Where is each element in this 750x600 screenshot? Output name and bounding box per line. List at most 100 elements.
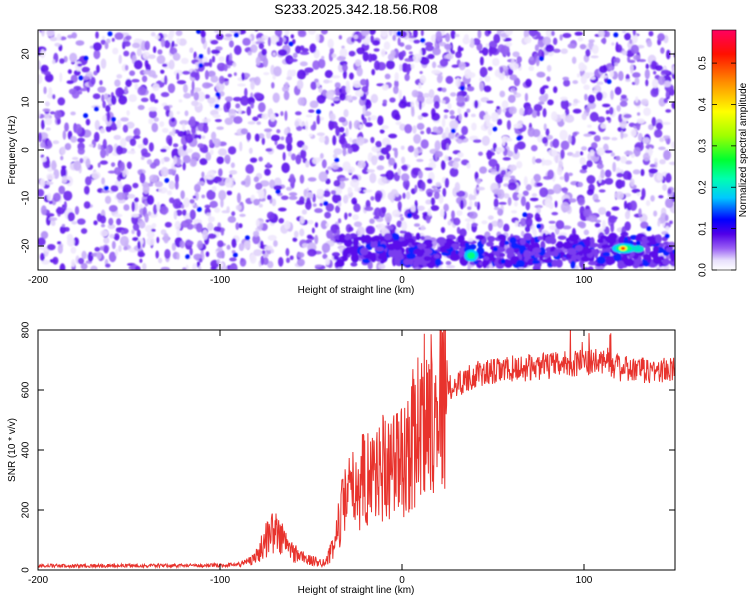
spectrogram-cell bbox=[419, 75, 427, 84]
spectrogram-cell bbox=[546, 134, 554, 140]
spectrogram-cell bbox=[113, 134, 122, 141]
spectrogram-cell bbox=[354, 90, 364, 97]
spectrogram-cell bbox=[281, 162, 290, 174]
spectrogram-cell bbox=[333, 255, 339, 260]
spectrogram-cell bbox=[259, 180, 270, 187]
spectrogram-cell bbox=[488, 168, 497, 172]
spectrogram-cell bbox=[108, 217, 114, 226]
spectrogram-cell bbox=[253, 249, 263, 257]
spectrogram-cell bbox=[247, 96, 255, 105]
spectrogram-cell bbox=[464, 68, 472, 79]
spectrogram-cell bbox=[611, 206, 620, 211]
spectrogram-cell bbox=[348, 226, 354, 232]
spectrogram-cell bbox=[63, 200, 67, 211]
spectrogram-cell bbox=[398, 63, 403, 72]
spectrogram-cell bbox=[70, 246, 77, 254]
spectrogram-cell bbox=[400, 173, 410, 182]
spectrogram-cell bbox=[115, 145, 123, 156]
spectrogram-cell bbox=[335, 205, 341, 214]
spectrogram-cell bbox=[174, 173, 179, 184]
spectrogram-cell bbox=[88, 143, 94, 148]
spectrogram-cell bbox=[191, 152, 201, 161]
spectrogram-cell bbox=[361, 168, 369, 175]
spectrogram-cell bbox=[50, 220, 56, 226]
spectrogram-cell bbox=[119, 161, 125, 172]
spectrogram-cell bbox=[499, 90, 506, 98]
spectrogram-cell bbox=[645, 144, 655, 150]
spectrogram-cell bbox=[354, 186, 361, 192]
spectrogram-cell bbox=[269, 113, 276, 122]
spectrogram-cell bbox=[168, 59, 175, 70]
spectrogram-cell bbox=[522, 212, 528, 218]
spectrogram-cell bbox=[296, 140, 305, 148]
spectrogram-cell bbox=[152, 46, 157, 54]
spectrogram-cell bbox=[107, 31, 113, 37]
spectrogram-cell bbox=[258, 102, 266, 113]
spectrogram-cell bbox=[229, 174, 233, 178]
spectrogram-cell bbox=[634, 77, 640, 86]
spectrogram-cell bbox=[182, 209, 187, 216]
spectrogram-cell bbox=[239, 258, 247, 267]
spectrogram-cell bbox=[545, 44, 555, 53]
spectrogram-cell bbox=[154, 99, 159, 104]
spectrogram-cell bbox=[52, 59, 56, 65]
spectrogram-cell bbox=[131, 229, 135, 235]
spectrogram-cell bbox=[369, 172, 377, 184]
spectrogram-cell bbox=[632, 72, 641, 78]
spectrogram-cell bbox=[330, 97, 340, 101]
spectrogram-cell bbox=[550, 232, 556, 242]
spectrogram-cell bbox=[434, 258, 442, 267]
spectrogram-cell bbox=[553, 248, 558, 257]
spectrogram-cell bbox=[347, 94, 353, 103]
spectrogram-cell bbox=[186, 223, 194, 230]
spectrogram-cell bbox=[77, 147, 85, 155]
spectrogram-cell bbox=[95, 31, 99, 39]
spectrogram-cell bbox=[67, 34, 74, 39]
spectrogram-cell bbox=[321, 242, 331, 253]
spectrogram-cell bbox=[290, 34, 295, 39]
spectrogram-cell bbox=[126, 110, 130, 116]
spectrogram-cell bbox=[610, 152, 615, 157]
spectrogram-cell bbox=[99, 128, 106, 134]
spectrogram-cell bbox=[523, 249, 531, 259]
spectrogram-cell bbox=[173, 155, 178, 164]
spectrogram-cell bbox=[226, 244, 231, 250]
spectrogram-cell bbox=[212, 138, 221, 148]
spectrogram-cell bbox=[332, 165, 339, 170]
spectrogram-cell bbox=[215, 81, 225, 92]
spectrogram-cell bbox=[45, 127, 51, 131]
spectrogram-cell bbox=[444, 43, 452, 50]
spectrogram-cell bbox=[342, 146, 347, 157]
spectrogram-cell bbox=[483, 85, 492, 93]
spectrogram-cell bbox=[586, 160, 593, 168]
spectrogram-cell bbox=[204, 70, 209, 80]
spectrogram-cell bbox=[59, 72, 63, 83]
spectrogram-cell bbox=[615, 155, 621, 162]
spectrogram-cell bbox=[587, 101, 597, 110]
spectrogram-cell bbox=[49, 111, 56, 115]
spectrogram-cell bbox=[367, 116, 372, 122]
spectrogram-cell bbox=[46, 139, 52, 147]
spectrogram-cell bbox=[578, 62, 586, 72]
spectrogram-cell bbox=[481, 47, 489, 56]
spectrogram-cell bbox=[407, 145, 415, 153]
spectrogram-cell bbox=[224, 177, 233, 188]
spectrogram-cell bbox=[456, 95, 465, 103]
spectrogram-cell bbox=[400, 145, 405, 150]
spectrogram-cell bbox=[205, 83, 214, 88]
spectrogram-cell bbox=[525, 213, 534, 219]
spectrogram-cell bbox=[406, 212, 412, 218]
spectrogram-cell bbox=[380, 48, 386, 58]
spectrogram-cell bbox=[107, 170, 117, 174]
spectrogram-cell bbox=[244, 87, 248, 98]
spectrogram-cell bbox=[231, 211, 236, 217]
spectrogram-cell bbox=[447, 220, 452, 226]
spectrogram-cell bbox=[233, 72, 237, 77]
spectrogram-cell bbox=[149, 93, 156, 103]
spectrogram-cell bbox=[164, 178, 170, 184]
spectrogram-cell bbox=[457, 107, 462, 115]
spectrogram-cell bbox=[574, 31, 583, 36]
spectrogram-cell bbox=[109, 234, 115, 239]
spectrogram-cell bbox=[199, 158, 208, 166]
spectrogram-cell bbox=[312, 120, 317, 130]
